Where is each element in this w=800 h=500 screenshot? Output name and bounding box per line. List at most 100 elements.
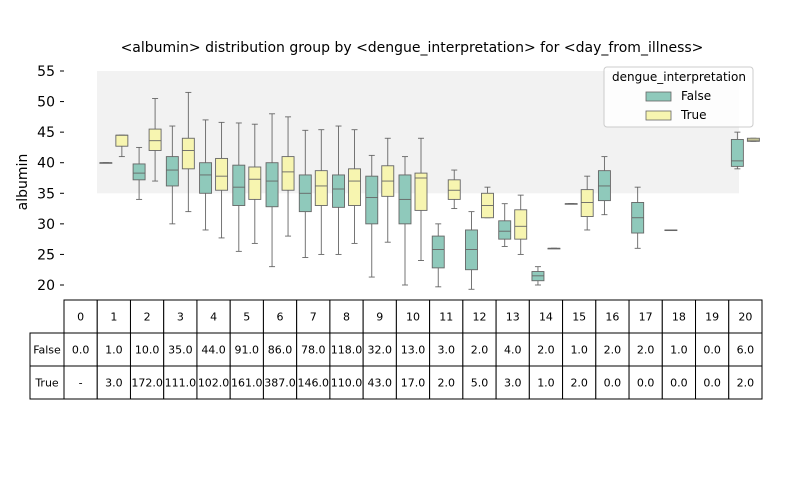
table-cell-value: 1.0: [570, 344, 588, 357]
table-row-label: True: [34, 377, 59, 390]
table-header-cell: [462, 299, 497, 334]
box-true-day-3: [181, 91, 195, 213]
box-true-day-14: [547, 247, 561, 250]
box-iqr: [348, 168, 361, 206]
box-true-day-6: [281, 116, 295, 237]
table-header-label: 9: [376, 311, 383, 324]
table-cell-value: 2.0: [637, 344, 655, 357]
box-false-day-3: [165, 125, 179, 225]
table-header-label: 12: [472, 311, 486, 324]
table-cell: [728, 332, 763, 367]
y-axis: 20 25 30 35 40 45 50 55: [37, 64, 64, 294]
table-header-label: 6: [277, 311, 284, 324]
box-iqr: [332, 174, 345, 208]
table-cell: [329, 365, 364, 400]
box-iqr: [232, 164, 246, 206]
box-true-day-11: [447, 169, 461, 210]
legend-frame: [603, 66, 754, 128]
legend: dengue_interpretation False True: [603, 66, 754, 128]
box-iqr: [447, 179, 461, 200]
table-header-label: 13: [506, 311, 520, 324]
table-cell: [595, 332, 630, 367]
table-cell-value: 10.0: [135, 344, 160, 357]
table-cell-value: 13.0: [401, 344, 426, 357]
table-cell: [661, 332, 697, 367]
y-tick-label: 35: [37, 186, 55, 202]
box-true-day-9: [381, 137, 395, 243]
box-true-day-2: [148, 98, 162, 182]
table-header-cell: [262, 299, 298, 334]
legend-label-true: True: [680, 108, 707, 122]
table-cell: [728, 365, 763, 400]
legend-label-false: False: [681, 89, 711, 103]
table-cell: [628, 332, 663, 367]
table-header-label: 1: [110, 311, 117, 324]
box-true-day-8: [348, 129, 361, 244]
table-cell-value: 0.0: [703, 377, 721, 390]
table-cell-value: 2.0: [437, 377, 455, 390]
boxes-layer: [99, 91, 760, 290]
table-cell-value: 172.0: [131, 377, 163, 390]
table-header-label: 10: [406, 311, 420, 324]
box-false-day-12: [465, 211, 478, 290]
box-false-day-7: [298, 129, 312, 258]
table-header-label: 0: [77, 311, 84, 324]
box-iqr: [248, 166, 262, 200]
box-iqr: [215, 157, 229, 191]
table-cell-value: 3.0: [437, 344, 455, 357]
table-header-label: 20: [738, 311, 752, 324]
table-cell: [163, 365, 198, 400]
table-cell: [362, 365, 397, 400]
box-false-day-13: [498, 203, 512, 247]
chart-title: <albumin> distribution group by <dengue_…: [121, 40, 704, 56]
box-false-day-16: [597, 156, 611, 216]
box-iqr: [265, 162, 279, 208]
box-false-day-18: [664, 229, 678, 232]
table-cell-value: 102.0: [198, 377, 230, 390]
box-iqr: [580, 189, 594, 217]
table-cell-value: 2.0: [604, 344, 622, 357]
y-tick-label: 55: [37, 64, 55, 80]
box-false-day-8: [332, 125, 345, 255]
table-cell-value: 44.0: [201, 344, 226, 357]
table-cell: [262, 365, 298, 400]
box-false-day-5: [232, 122, 246, 252]
table-header-label: 19: [705, 311, 719, 324]
y-tick-label: 25: [37, 247, 55, 263]
table-cell-value: 86.0: [268, 344, 293, 357]
table-cell-value: 1.0: [537, 377, 555, 390]
table-header-cell: [728, 299, 763, 334]
box-iqr: [431, 235, 445, 269]
table-cell: [129, 365, 165, 400]
y-tick-label: 20: [37, 278, 55, 294]
table-cell-value: 91.0: [235, 344, 260, 357]
box-false-day-4: [199, 119, 213, 231]
table-header-cell: [429, 299, 464, 334]
box-iqr: [281, 156, 295, 191]
box-iqr: [314, 170, 328, 206]
box-iqr: [181, 137, 195, 170]
box-false-day-11: [431, 223, 445, 288]
table-header-label: 2: [144, 311, 151, 324]
legend-swatch-true: [645, 110, 672, 121]
table-cell: [395, 332, 431, 367]
box-iqr: [498, 220, 512, 240]
table-cell: [163, 332, 198, 367]
table-cell-value: 0.0: [670, 377, 688, 390]
table-cell-value: 118.0: [331, 344, 363, 357]
y-tick-label: 45: [37, 125, 55, 141]
box-true-day-4: [215, 121, 229, 239]
box-iqr: [148, 128, 162, 151]
table-cell: [229, 332, 264, 367]
table-cell-value: 161.0: [231, 377, 263, 390]
box-false-day-17: [631, 186, 645, 249]
table-cell: [196, 365, 231, 400]
table-header-label: 5: [243, 311, 250, 324]
table-cell-value: 5.0: [471, 377, 489, 390]
box-false-day-14: [531, 266, 545, 286]
table-cell-value: 1.0: [670, 344, 688, 357]
box-false-day-20: [730, 131, 744, 170]
table-cell-value: 0.0: [72, 344, 90, 357]
